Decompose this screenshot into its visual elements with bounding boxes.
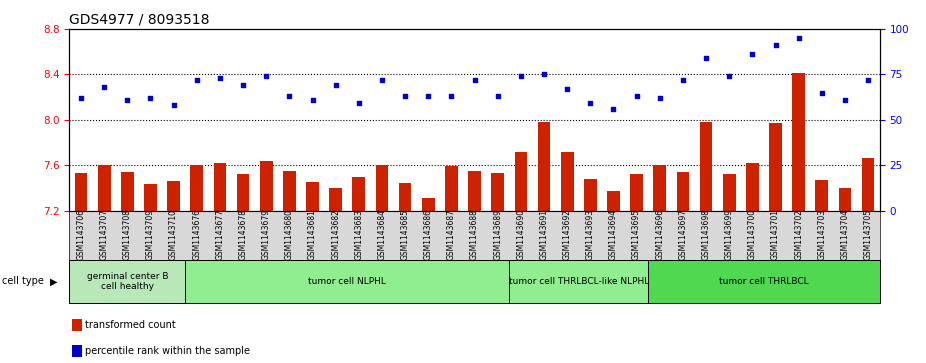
Bar: [677, 172, 689, 211]
Bar: [839, 188, 851, 211]
Bar: [121, 172, 133, 211]
Point: [397, 93, 412, 99]
Bar: [237, 174, 249, 211]
Bar: [330, 188, 342, 211]
Text: tumor cell THRLBCL-like NLPHL: tumor cell THRLBCL-like NLPHL: [508, 277, 649, 286]
Bar: [509, 260, 648, 303]
Text: ▶: ▶: [50, 276, 57, 286]
Bar: [144, 184, 156, 211]
Bar: [72, 319, 81, 331]
Bar: [561, 151, 573, 211]
Point: [860, 77, 875, 83]
Bar: [816, 180, 828, 211]
Bar: [607, 191, 619, 211]
Point: [235, 82, 250, 88]
Point: [698, 55, 713, 61]
Bar: [72, 345, 81, 358]
Bar: [422, 198, 434, 211]
Text: percentile rank within the sample: percentile rank within the sample: [85, 346, 250, 356]
Bar: [654, 165, 666, 211]
Point: [74, 95, 89, 101]
Bar: [69, 260, 185, 303]
Bar: [98, 165, 110, 211]
Bar: [862, 158, 874, 211]
Bar: [376, 165, 388, 211]
Bar: [353, 176, 365, 211]
Bar: [283, 171, 295, 211]
Point: [652, 95, 667, 101]
Bar: [469, 171, 481, 211]
Point: [513, 73, 528, 79]
Point: [768, 42, 782, 48]
Bar: [584, 179, 596, 211]
Point: [352, 101, 367, 106]
Bar: [75, 173, 87, 211]
Bar: [793, 73, 805, 211]
Point: [306, 97, 320, 103]
Bar: [631, 174, 643, 211]
Bar: [214, 163, 226, 211]
Point: [213, 75, 228, 81]
Bar: [746, 163, 758, 211]
Point: [282, 93, 296, 99]
Point: [837, 97, 852, 103]
Text: germinal center B
cell healthy: germinal center B cell healthy: [86, 272, 169, 291]
Point: [629, 93, 644, 99]
Bar: [770, 123, 782, 211]
Bar: [492, 173, 504, 211]
Point: [374, 77, 389, 83]
Point: [559, 86, 574, 92]
Text: tumor cell NLPHL: tumor cell NLPHL: [308, 277, 386, 286]
Point: [814, 90, 829, 95]
Bar: [700, 122, 712, 211]
Bar: [538, 122, 550, 211]
Point: [420, 93, 436, 99]
Point: [120, 97, 135, 103]
Point: [444, 93, 459, 99]
Bar: [260, 160, 272, 211]
Bar: [191, 165, 203, 211]
Bar: [399, 183, 411, 211]
Bar: [723, 174, 735, 211]
Bar: [515, 151, 527, 211]
Bar: [185, 260, 509, 303]
Point: [721, 73, 736, 79]
Text: transformed count: transformed count: [85, 320, 176, 330]
Point: [606, 106, 620, 112]
Point: [745, 52, 759, 57]
Point: [189, 77, 204, 83]
Bar: [307, 182, 319, 211]
Point: [167, 102, 181, 108]
Text: tumor cell THRLBCL: tumor cell THRLBCL: [720, 277, 808, 286]
Point: [791, 35, 806, 41]
Point: [675, 77, 690, 83]
Point: [491, 93, 506, 99]
Point: [97, 84, 112, 90]
Text: GDS4977 / 8093518: GDS4977 / 8093518: [69, 12, 210, 26]
Bar: [445, 166, 457, 211]
Point: [536, 72, 551, 77]
Point: [144, 95, 158, 101]
Bar: [168, 181, 180, 211]
Point: [467, 77, 482, 83]
Text: cell type: cell type: [2, 276, 44, 286]
Bar: [648, 260, 880, 303]
Point: [328, 82, 343, 88]
Point: [258, 73, 274, 79]
Point: [583, 101, 598, 106]
